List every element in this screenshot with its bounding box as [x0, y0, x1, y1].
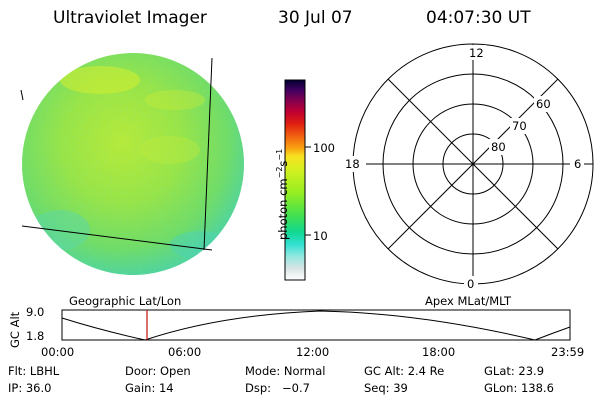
time-tick-2359: 23:59: [551, 345, 585, 359]
gc-alt-y-top: 9.0: [26, 305, 45, 319]
gc-alt-axis-title: GC Alt: [8, 311, 22, 348]
dsp-info: Dsp: −0.7: [245, 381, 310, 395]
mlat-80-label: 80: [491, 140, 506, 154]
gain-info: Gain: 14: [125, 381, 174, 395]
mlat-70-label: 70: [512, 119, 527, 133]
time-tick-1200: 12:00: [296, 345, 330, 359]
date-label: 30 Jul 07: [278, 8, 353, 28]
time-tick-0000: 00:00: [41, 345, 75, 359]
colorbar-tick-100: 100: [313, 141, 335, 155]
mlt-12-label: 12: [469, 46, 484, 60]
mlt-18-label: 18: [345, 157, 360, 171]
mlt-0-label: 0: [467, 277, 475, 291]
mlat-60-label: 60: [536, 97, 551, 111]
instrument-title: Ultraviolet Imager: [53, 8, 207, 28]
mode-info: Mode: Normal: [245, 364, 326, 378]
filter-info: Flt: LBHL: [8, 364, 60, 378]
seq-info: Seq: 39: [364, 381, 408, 395]
latitude-line: [21, 225, 213, 251]
glon-info: GLon: 138.6: [484, 381, 554, 395]
apex-projection-label: Apex MLat/MLT: [425, 294, 512, 308]
door-info: Door: Open: [125, 364, 191, 378]
glat-info: GLat: 23.9: [484, 364, 545, 378]
ip-info: IP: 36.0: [8, 381, 52, 395]
time-tick-1800: 18:00: [422, 345, 456, 359]
longitude-line: [203, 57, 213, 251]
geographic-projection-label: Geographic Lat/Lon: [69, 294, 182, 308]
gc-alt-info: GC Alt: 2.4 Re: [364, 364, 445, 378]
time-tick-0600: 06:00: [168, 345, 202, 359]
gc-alt-y-bottom: 1.8: [26, 329, 45, 343]
time-label: 04:07:30 UT: [426, 8, 531, 28]
colorbar-tick-10: 10: [313, 229, 328, 243]
mlt-6-label: 6: [574, 157, 582, 171]
